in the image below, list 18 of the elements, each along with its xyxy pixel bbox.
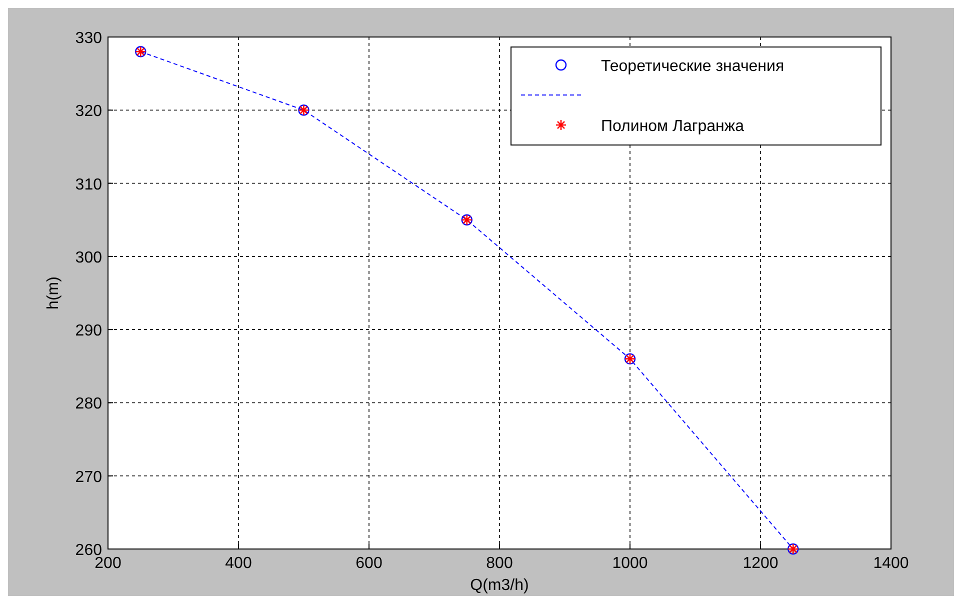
legend-label: Теоретические значения	[601, 58, 784, 75]
y-axis-title: h(m)	[45, 276, 62, 310]
x-tick-label: 600	[356, 555, 382, 572]
x-axis-title: Q(m3/h)	[470, 577, 529, 594]
x-tick-label: 200	[94, 555, 122, 572]
x-tick-label: 400	[225, 555, 252, 572]
y-tick-label: 290	[75, 322, 102, 340]
x-tick-label: 1200	[742, 555, 778, 572]
y-tick-label: 320	[75, 103, 102, 120]
y-tick-label: 310	[75, 176, 102, 194]
x-tick-label: 1400	[873, 555, 909, 572]
legend-label: Полином Лагранжа	[601, 118, 744, 135]
y-tick-label: 270	[75, 468, 102, 486]
x-tick-label: 800	[486, 555, 513, 572]
y-tick-label: 300	[75, 249, 102, 266]
y-tick-label: 280	[75, 396, 102, 413]
x-tick-label: 1000	[612, 555, 648, 572]
y-tick-label: 330	[75, 30, 102, 47]
